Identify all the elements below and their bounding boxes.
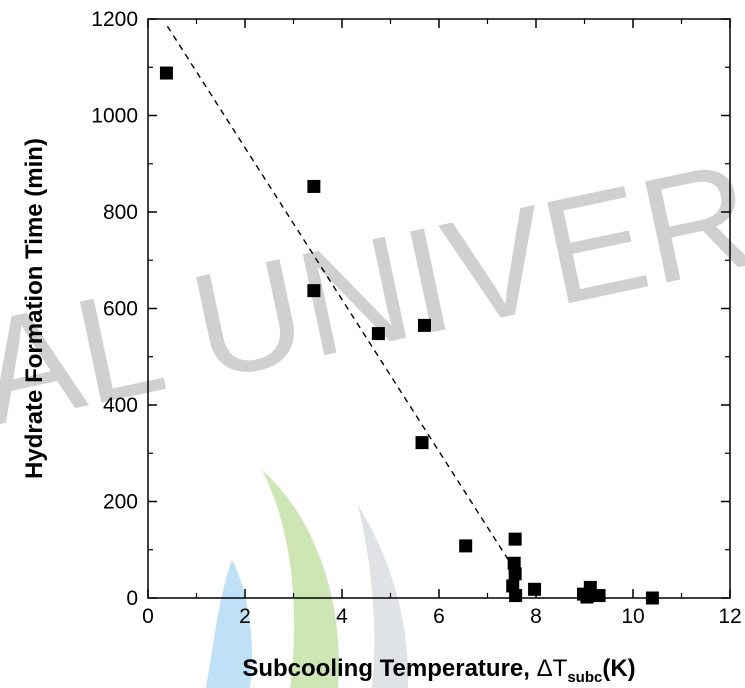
x-axis-title-symbol: ΔT [537,655,568,682]
data-point [417,318,431,332]
data-point [509,589,523,603]
x-tick-label: 2 [239,605,251,628]
x-axis-title: Subcooling Temperature, ΔTsubc(K) [242,655,635,686]
data-point [159,66,173,80]
x-axis-title-unit: (K) [602,655,635,682]
data-point [307,284,321,298]
y-tick-label: 1000 [91,105,138,128]
data-points [159,66,659,605]
x-tick-label: 10 [621,605,644,628]
x-tick-label: 12 [718,605,741,628]
x-tick-label: 8 [530,605,542,628]
axes: 0 2 4 6 8 10 12 0 200 400 600 800 1000 1200 [91,8,741,628]
x-tick-label: 6 [433,605,445,628]
data-point [592,589,606,603]
data-point [459,539,473,553]
y-tick-label: 0 [126,587,138,610]
x-tick-label: 4 [336,605,348,628]
data-point [371,327,385,341]
y-tick-label: 200 [103,491,138,514]
fit-line-group [166,25,515,570]
watermark-blue-shape [206,560,252,688]
watermark-text: NAL UNIVERS [0,109,745,480]
data-point [507,556,521,570]
data-point [508,567,522,581]
y-axis-title: Hydrate Formation Time (min) [21,138,48,479]
data-point [508,532,522,546]
watermark-green-shape [262,470,339,688]
data-point [645,591,659,605]
x-axis-title-subscript: subc [567,669,602,686]
data-point [415,436,429,450]
x-axis-title-main: Subcooling Temperature, [242,655,536,682]
y-tick-label: 1200 [91,8,138,31]
x-tick-label: 0 [142,605,154,628]
watermark-gray-shape [358,505,409,688]
y-tick-label: 400 [103,394,138,417]
data-point [528,582,542,596]
axis-titles: Hydrate Formation Time (min) Subcooling T… [21,138,636,686]
data-point [307,179,321,193]
y-tick-label: 800 [103,201,138,224]
y-tick-label: 600 [103,298,138,321]
fit-line [166,25,515,570]
data-point [580,590,594,604]
